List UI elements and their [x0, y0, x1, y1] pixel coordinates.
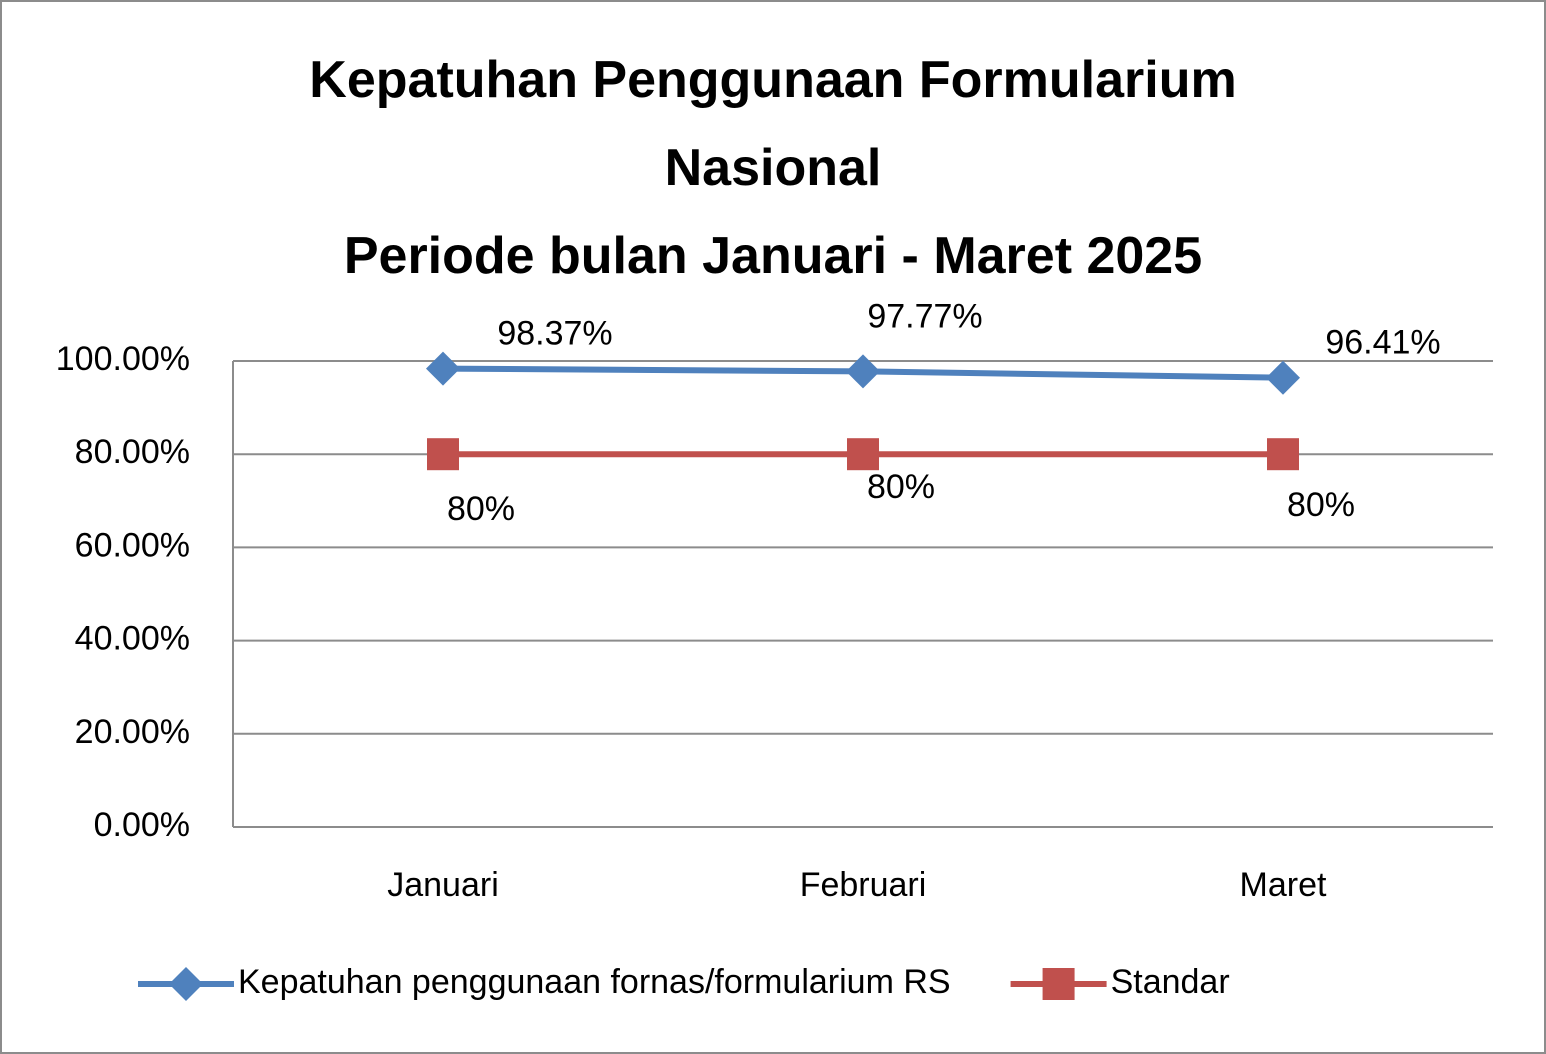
y-tick-label: 80.00% [75, 433, 190, 471]
x-tick-label: Januari [387, 866, 499, 904]
legend-marker [169, 967, 203, 1001]
x-tick-label: Februari [800, 866, 927, 904]
y-tick-label: 60.00% [75, 526, 190, 564]
chart-subtitle: Periode bulan Januari - Maret 2025 [343, 227, 1203, 285]
legend-marker [1042, 968, 1075, 1000]
data-label: 80% [1287, 486, 1355, 524]
x-tick-label: Maret [1240, 866, 1327, 904]
y-tick-label: 100.00% [56, 340, 190, 378]
data-label: 96.41% [1325, 324, 1440, 362]
data-label: 97.77% [867, 297, 982, 335]
data-point [1266, 360, 1300, 395]
data-point [847, 438, 879, 471]
data-label: 80% [867, 468, 935, 506]
y-tick-label: 40.00% [75, 620, 190, 658]
y-tick-label: 20.00% [75, 713, 190, 751]
legend-label: Standar [1111, 963, 1230, 1001]
legend-label: Kepatuhan penggunaan fornas/formularium … [238, 963, 951, 1001]
data-point [427, 438, 459, 471]
data-point [846, 354, 880, 389]
data-point [1267, 438, 1299, 471]
data-label: 80% [447, 490, 515, 528]
data-point [426, 351, 460, 386]
y-tick-label: 0.00% [94, 806, 190, 844]
data-label: 98.37% [497, 315, 612, 353]
title-box: Kepatuhan Penggunaan Formularium Nasiona… [0, 36, 1546, 212]
chart-title: Kepatuhan Penggunaan Formularium Nasiona… [309, 51, 1237, 197]
